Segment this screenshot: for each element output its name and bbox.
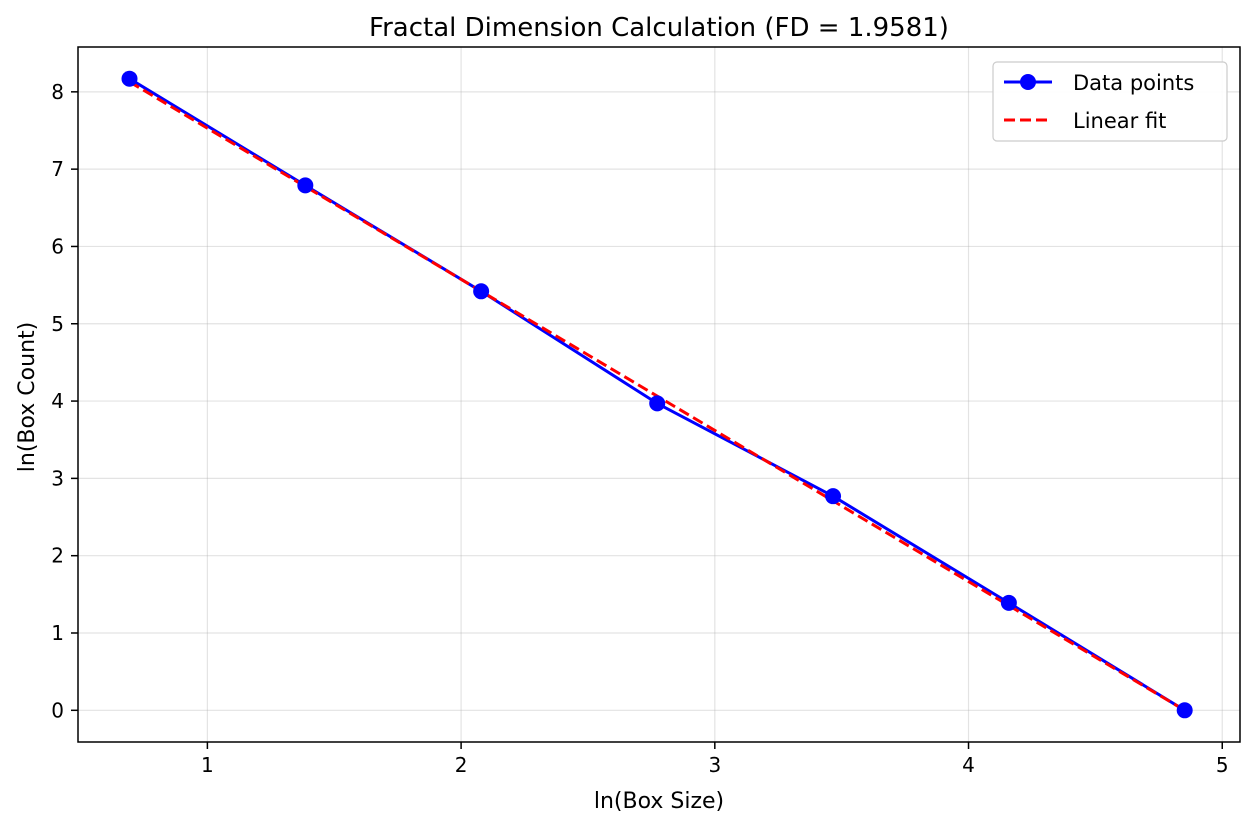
x-tick-label: 2: [455, 753, 468, 777]
legend: Data points Linear fit: [992, 61, 1228, 142]
y-tick-label: 3: [51, 466, 64, 490]
data-point: [1176, 702, 1193, 719]
x-axis-label: ln(Box Size): [594, 789, 724, 814]
legend-marker-data-points: [1020, 74, 1036, 90]
x-tick-label: 1: [201, 753, 214, 777]
data-point: [649, 395, 666, 412]
y-tick-label: 2: [51, 544, 64, 568]
axis-ticks: 1 2 3 4 5 0 1 2 3 4 5 6 7 8: [51, 80, 1228, 777]
data-point: [825, 488, 842, 505]
y-axis-label: ln(Box Count): [15, 322, 40, 472]
plot-frame: [77, 46, 1241, 743]
y-tick-label: 0: [51, 698, 64, 722]
data-point: [473, 283, 490, 300]
series-layer: [121, 70, 1193, 719]
y-tick-label: 1: [51, 621, 64, 645]
y-tick-label: 8: [51, 80, 64, 104]
data-point: [297, 177, 314, 194]
y-tick-label: 4: [51, 389, 64, 413]
legend-label-data-points: Data points: [1073, 71, 1194, 95]
chart-title: Fractal Dimension Calculation (FD = 1.95…: [369, 13, 949, 43]
legend-label-linear-fit: Linear fit: [1073, 109, 1166, 133]
y-tick-label: 7: [51, 157, 64, 181]
data-point: [1000, 594, 1017, 611]
y-tick-label: 6: [51, 234, 64, 258]
y-tick-label: 5: [51, 312, 64, 336]
data-point: [121, 70, 138, 87]
x-tick-label: 3: [708, 753, 721, 777]
x-tick-label: 4: [962, 753, 975, 777]
x-tick-label: 5: [1216, 753, 1229, 777]
